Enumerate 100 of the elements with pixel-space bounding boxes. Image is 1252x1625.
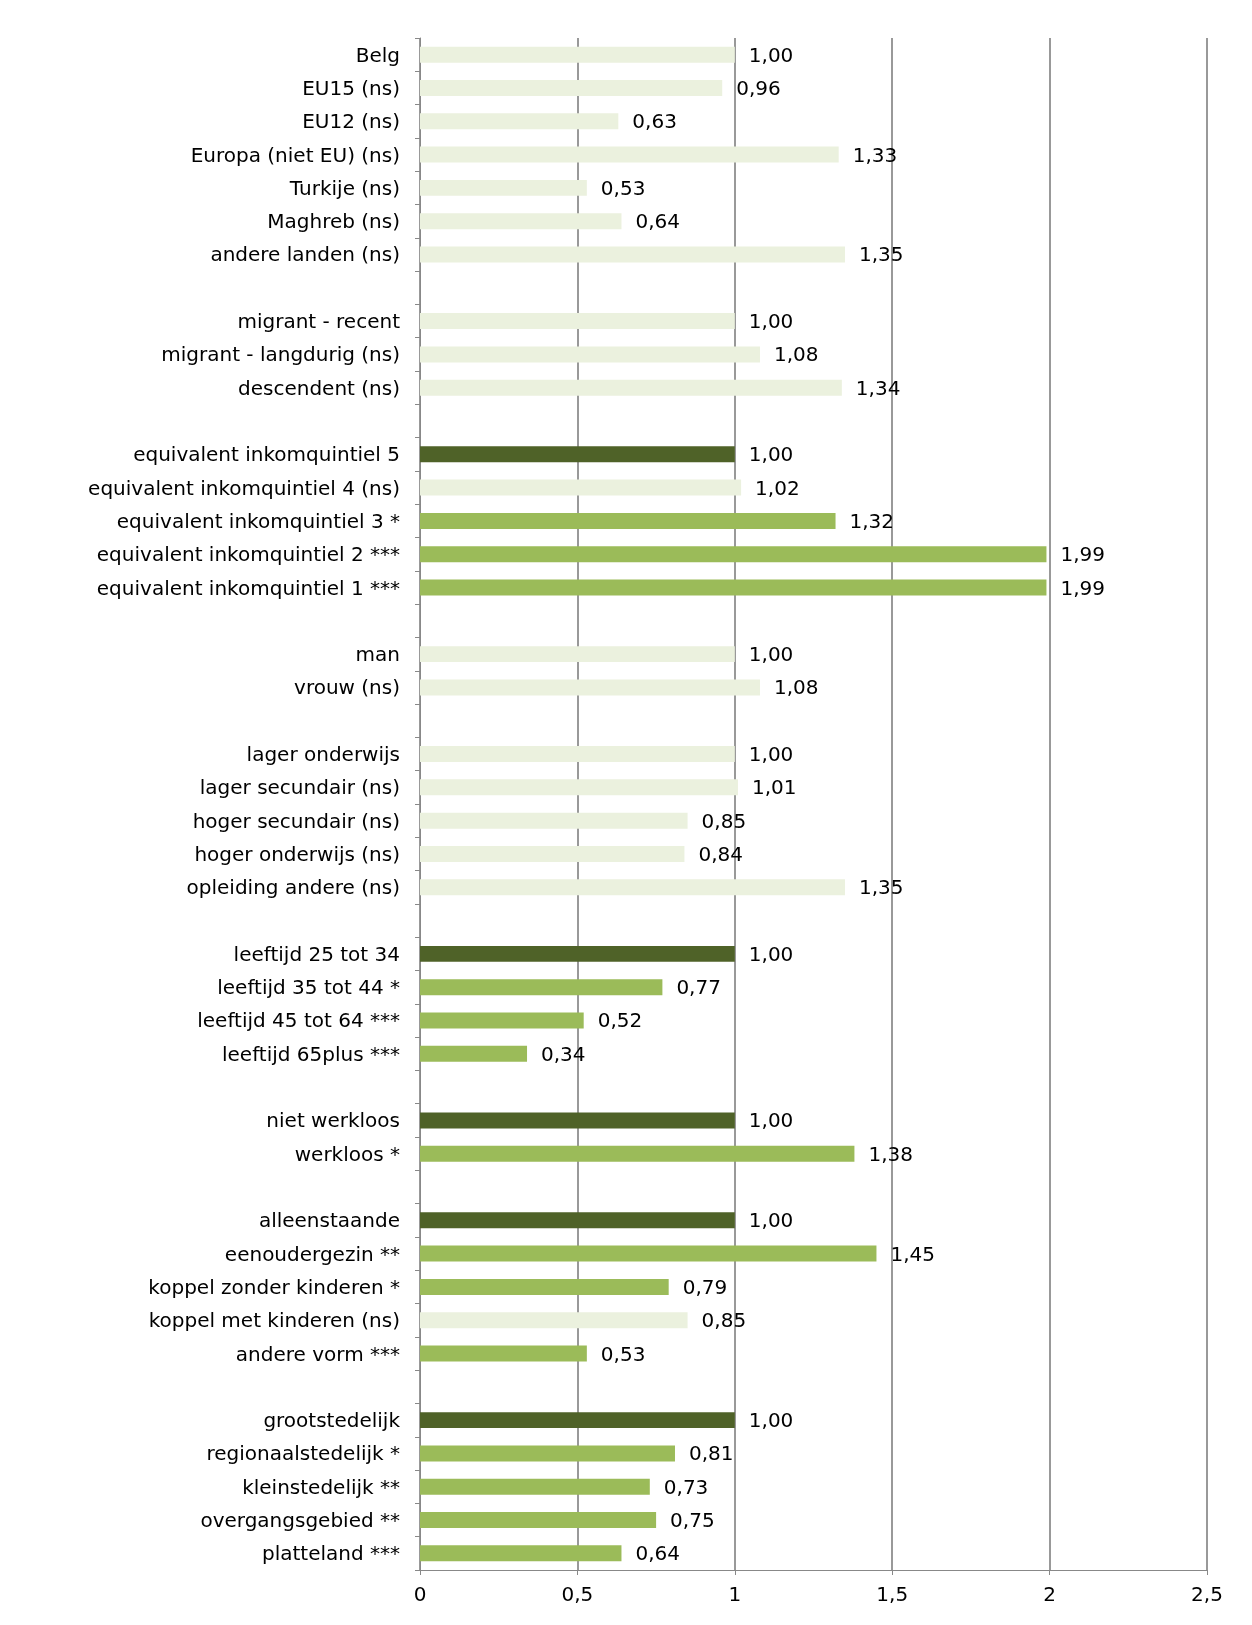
data-label: 1,00 [748,742,794,767]
x-tick-label: 1 [728,1582,742,1606]
data-label: 0,77 [676,975,721,1000]
bar [420,746,735,763]
data-label: 1,08 [773,342,819,367]
bar [420,512,836,529]
x-tick-label: 2,5 [1191,1582,1223,1606]
x-tick-label: 2 [1043,1582,1056,1606]
y-tick-label: overgangsgebied ** [200,1508,400,1533]
y-tick-label: koppel zonder kinderen * [148,1274,400,1299]
data-label: 1,00 [748,941,794,966]
bar [420,1045,528,1062]
y-tick-label: migrant - langdurig (ns) [161,342,400,367]
data-label: 0,73 [663,1474,709,1499]
bar [420,1345,587,1362]
data-label: 1,00 [748,1408,794,1433]
data-label: 1,00 [748,1108,794,1133]
bar [420,1545,622,1562]
y-tick-label: leeftijd 45 tot 64 *** [197,1008,400,1033]
bar [420,812,688,829]
data-label: 1,35 [858,875,904,900]
y-tick-label: Maghreb (ns) [267,209,400,234]
y-tick-label: lager onderwijs [246,742,400,767]
bar [420,179,587,196]
data-label: 0,85 [701,1308,747,1333]
bar [420,1412,735,1429]
data-label: 1,35 [858,242,904,267]
bar [420,945,735,962]
y-tick-label: werkloos * [294,1141,400,1166]
bar [420,579,1047,596]
y-tick-label: equivalent inkomquintiel 4 (ns) [88,475,400,500]
y-tick-label: Belg [355,42,400,67]
y-tick-label: platteland *** [261,1541,400,1566]
data-label: 0,53 [600,175,646,200]
bar [420,1145,855,1162]
bar [420,1512,657,1529]
y-tick-label: niet werkloos [266,1108,400,1133]
bar [420,1278,669,1295]
data-label: 1,32 [849,508,895,533]
data-label: 1,00 [748,309,794,334]
bar [420,1012,584,1029]
data-label: 0,75 [670,1508,715,1533]
bar [420,546,1047,563]
y-tick-label: eenoudergezin ** [224,1241,400,1266]
x-tick-label: 0,5 [561,1582,594,1606]
y-tick-label: andere vorm *** [235,1341,400,1366]
bar [420,246,845,263]
y-tick-label: koppel met kinderen (ns) [148,1308,400,1333]
data-label: 0,84 [698,841,743,866]
data-label: 0,81 [688,1441,734,1466]
bar [420,146,839,163]
bar [420,213,622,230]
data-label: 1,99 [1060,542,1105,567]
bar [420,879,845,896]
bar [420,979,663,996]
bar [420,1112,735,1129]
y-tick-label: migrant - recent [237,309,401,334]
bar [420,79,723,96]
data-label: 1,33 [852,142,898,167]
bar [420,1212,735,1229]
bar [420,779,738,796]
data-label: 1,00 [748,642,794,667]
y-tick-label: EU15 (ns) [302,75,400,100]
data-label: 1,99 [1060,575,1105,600]
y-tick-label: hoger onderwijs (ns) [194,841,400,866]
data-label: 0,79 [682,1274,728,1299]
y-tick-label: andere landen (ns) [210,242,400,267]
data-label: 1,02 [755,475,800,500]
y-tick-label: grootstedelijk [263,1408,401,1433]
y-tick-label: leeftijd 25 tot 34 [233,941,400,966]
y-tick-label: hoger secundair (ns) [192,808,400,833]
data-label: 1,45 [890,1241,935,1266]
x-tick-label: 1,5 [876,1582,909,1606]
bar [420,845,685,862]
y-tick-label: leeftijd 65plus *** [221,1041,400,1066]
bar [420,479,742,496]
data-label: 0,53 [600,1341,646,1366]
data-label: 0,52 [597,1008,643,1033]
y-tick-label: Turkije (ns) [288,175,400,200]
data-label: 0,34 [541,1041,586,1066]
y-tick-label: kleinstedelijk ** [242,1474,400,1499]
bar [420,113,619,130]
bar [420,1445,675,1462]
bar [420,313,735,330]
y-tick-label: Europa (niet EU) (ns) [190,142,400,167]
x-tick-label: 0 [413,1582,427,1606]
y-tick-label: regionaalstedelijk * [206,1441,400,1466]
y-tick-label: leeftijd 35 tot 44 * [217,975,400,1000]
data-label: 1,00 [748,1208,794,1233]
bar [420,1312,688,1329]
y-tick-label: EU12 (ns) [302,109,400,134]
data-label: 0,96 [736,75,781,100]
y-tick-label: descendent (ns) [238,375,400,400]
data-label: 1,34 [855,375,901,400]
y-tick-label: equivalent inkomquintiel 3 * [116,508,400,533]
bar [420,446,735,463]
bar [420,346,760,363]
y-tick-label: equivalent inkomquintiel 1 *** [96,575,400,600]
data-label: 1,00 [748,42,794,67]
y-tick-label: lager secundair (ns) [199,775,400,800]
